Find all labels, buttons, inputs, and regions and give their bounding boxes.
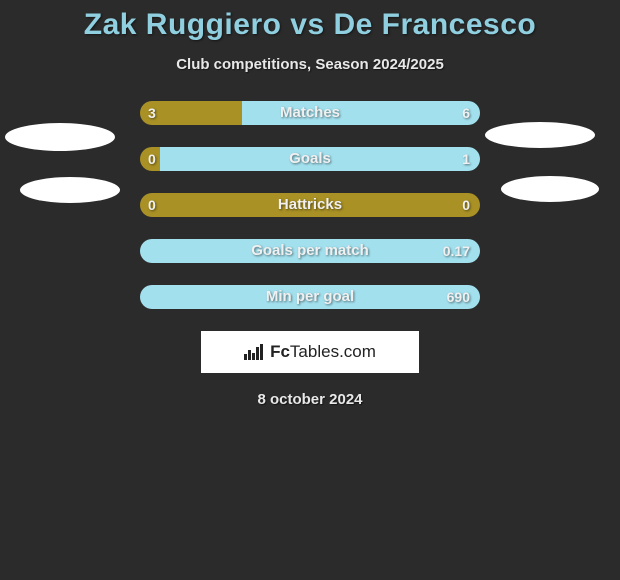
source-logo: FcTables.com (201, 331, 419, 373)
stat-bar-track (140, 147, 480, 171)
stat-bar-right (140, 239, 480, 263)
stat-bar-left (140, 101, 242, 125)
page-title: Zak Ruggiero vs De Francesco (0, 0, 620, 42)
player-right-marker-2 (501, 176, 599, 202)
logo-text: FcTables.com (270, 342, 376, 362)
stat-bar-track (140, 239, 480, 263)
stat-bar-right (242, 101, 480, 125)
stat-bar-right (140, 285, 480, 309)
stat-bar-left (140, 193, 480, 217)
stat-row: Min per goal690 (0, 285, 620, 309)
stat-bar-left (140, 147, 160, 171)
stat-bar-right (160, 147, 480, 171)
player-right-marker-1 (485, 122, 595, 148)
stat-bar-track (140, 101, 480, 125)
date-label: 8 october 2024 (0, 391, 620, 408)
player-left-marker-2 (20, 177, 120, 203)
subtitle: Club competitions, Season 2024/2025 (0, 56, 620, 73)
stat-bar-track (140, 285, 480, 309)
stat-bar-track (140, 193, 480, 217)
player-left-marker-1 (5, 123, 115, 151)
stat-row: Goals per match0.17 (0, 239, 620, 263)
stat-row: Goals01 (0, 147, 620, 171)
bar-chart-icon (244, 344, 264, 360)
